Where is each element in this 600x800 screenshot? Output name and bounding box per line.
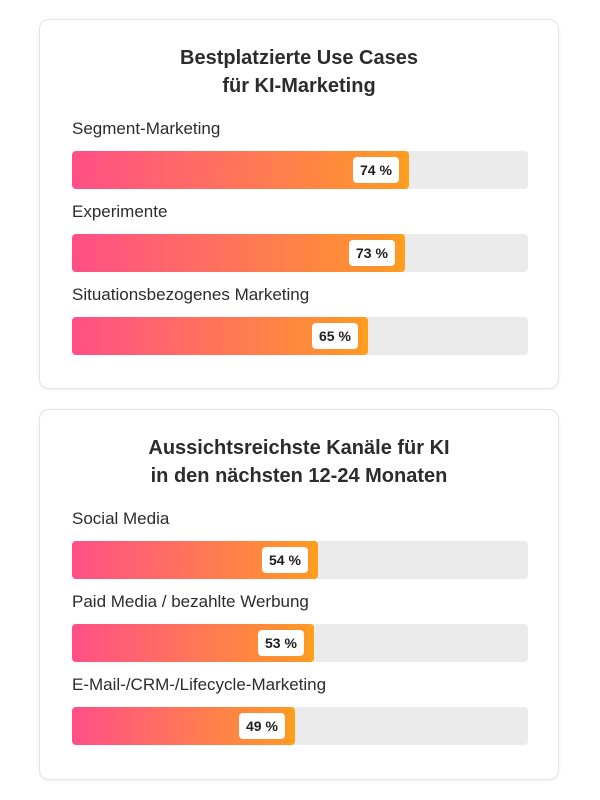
value-label: 54 %: [262, 547, 308, 573]
chart-title-line-1: Bestplatzierte Use Cases: [180, 47, 418, 69]
use-cases-chart-card: Bestplatzierte Use Cases für KI-Marketin…: [39, 19, 559, 389]
bar-track: 73 %: [72, 234, 528, 272]
bar-row: E-Mail-/CRM-/Lifecycle-Marketing 49 %: [72, 675, 528, 745]
bar-track: 65 %: [72, 317, 528, 355]
chart-title-line-1: Aussichtsreichste Kanäle für KI: [148, 437, 450, 459]
bar-row: Social Media 54 %: [72, 509, 528, 579]
category-label: Paid Media / bezahlte Werbung: [72, 592, 309, 611]
bar-row: Paid Media / bezahlte Werbung 53 %: [72, 592, 528, 662]
value-label: 65 %: [312, 323, 358, 349]
bar-row: Situationsbezogenes Marketing 65 %: [72, 285, 528, 355]
category-label: Situationsbezogenes Marketing: [72, 285, 310, 304]
category-label: Social Media: [72, 509, 170, 528]
value-label: 73 %: [349, 240, 395, 266]
bar-track: 54 %: [72, 541, 528, 579]
chart-title: Bestplatzierte Use Cases für KI-Marketin…: [60, 44, 538, 100]
value-label: 53 %: [258, 630, 304, 656]
bar-row: Experimente 73 %: [72, 202, 528, 272]
bar-track: 74 %: [72, 151, 528, 189]
category-label: Experimente: [72, 202, 168, 221]
bar-track: 53 %: [72, 624, 528, 662]
bar-track: 49 %: [72, 707, 528, 745]
bar-row: Segment-Marketing 74 %: [72, 119, 528, 189]
chart-title-line-2: in den nächsten 12-24 Monaten: [150, 465, 448, 487]
chart-title: Aussichtsreichste Kanäle für KI in den n…: [60, 434, 538, 490]
value-label: 74 %: [353, 157, 399, 183]
channels-chart-card: Aussichtsreichste Kanäle für KI in den n…: [39, 409, 559, 780]
bar-fill: [72, 151, 409, 189]
category-label: Segment-Marketing: [72, 119, 221, 138]
value-label: 49 %: [239, 713, 285, 739]
category-label: E-Mail-/CRM-/Lifecycle-Marketing: [72, 675, 327, 694]
chart-title-line-2: für KI-Marketing: [222, 75, 376, 97]
